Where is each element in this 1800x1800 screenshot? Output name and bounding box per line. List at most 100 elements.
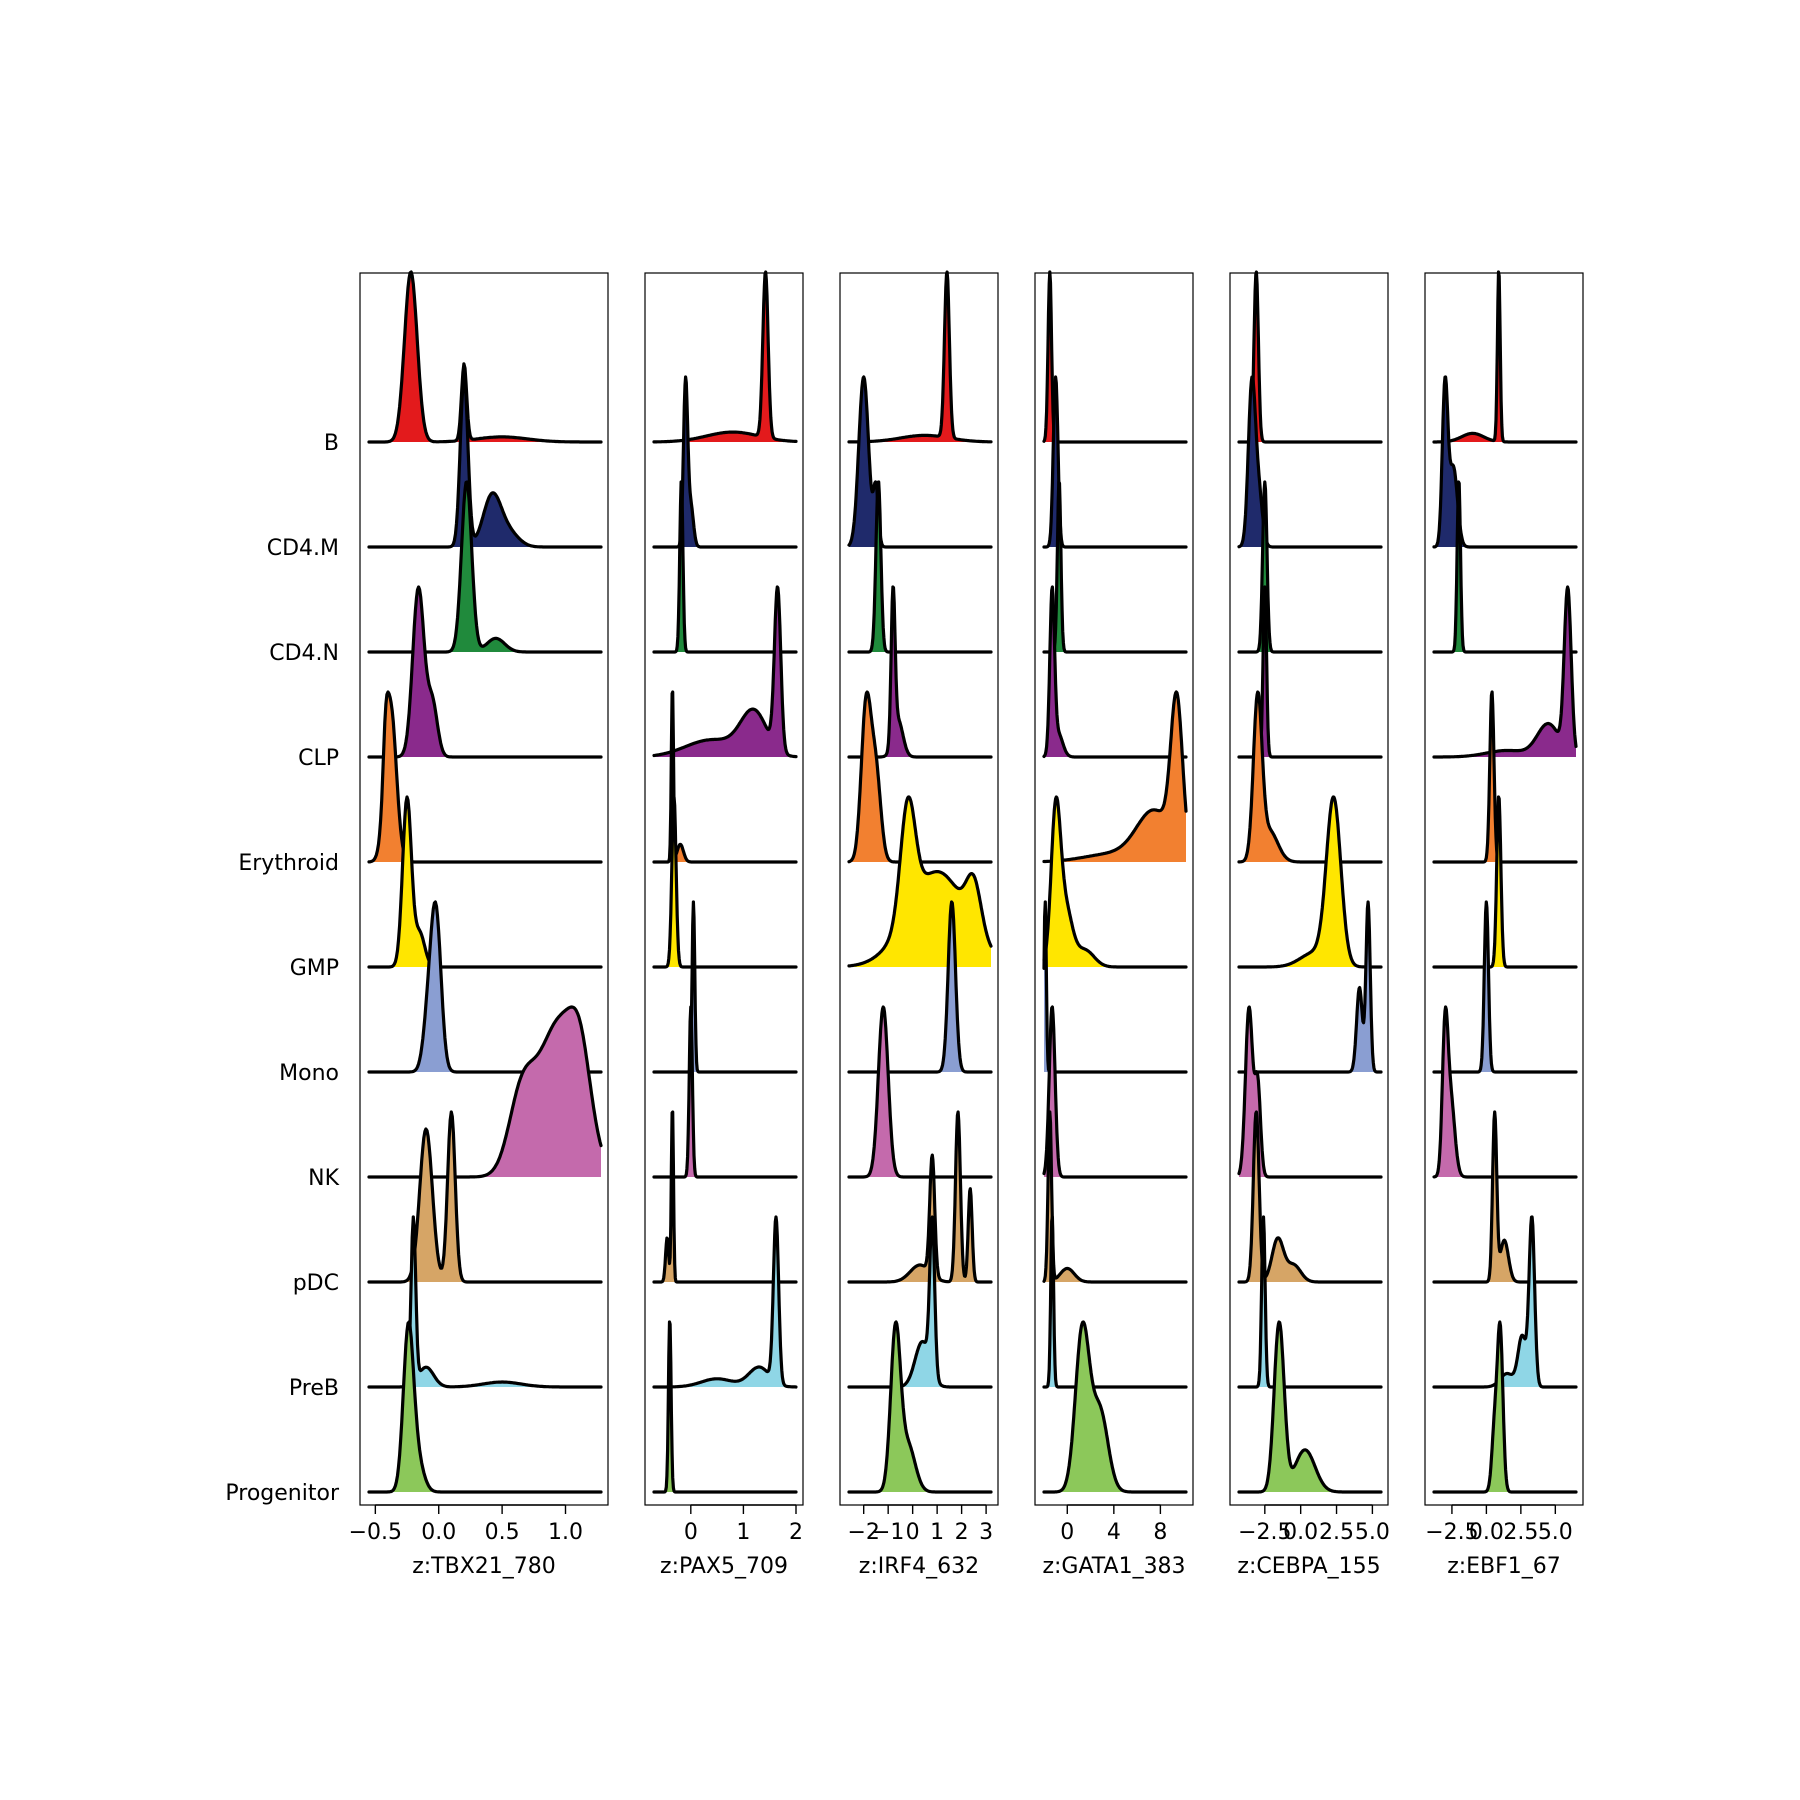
ridge-line-cd4-n (1237, 480, 1383, 654)
ridge-fill-erythroid (1044, 692, 1186, 862)
ridge-line-nk (652, 1005, 798, 1179)
ridge-fill-preb (849, 1217, 991, 1387)
ridge-fill-b (1434, 272, 1576, 442)
panel-5: −2.50.0 2.5 5.0 z:CEBPA_155 (1229, 270, 1390, 1579)
ridge-fill-mono (1239, 902, 1381, 1072)
ridge-line-b (847, 270, 993, 444)
panel-frame (359, 272, 609, 1506)
x-tick-label: 1 (930, 1520, 944, 1545)
ridge-line-gmp (1432, 795, 1578, 969)
x-axis-label: z:EBF1_67 (1447, 1554, 1561, 1579)
ridge-line-gmp (847, 795, 993, 968)
x-tick-label: 2 (789, 1520, 803, 1545)
row-label-progenitor: Progenitor (225, 1481, 340, 1506)
row-label-clp: CLP (298, 746, 339, 771)
ridge-line-mono (847, 900, 993, 1074)
ridge-line-clp (652, 585, 798, 759)
ridge-fill-progenitor (1239, 1322, 1381, 1492)
ridge-line-clp (1042, 585, 1188, 759)
x-tick-label: −2.5 (1238, 1520, 1291, 1545)
row-label-nk: NK (308, 1166, 339, 1191)
ridge-line-b (1432, 270, 1578, 444)
x-tick-label: −0.5 (349, 1520, 402, 1545)
panel-6: −2.50.0 2.5 5.0 z:EBF1_67 (1424, 270, 1584, 1579)
x-tick-label: 1.0 (548, 1520, 583, 1545)
ridge-fill-pdc (1044, 1112, 1186, 1282)
ridge-line-gmp (367, 795, 603, 969)
x-tick-label: 3 (979, 1520, 993, 1545)
ridge-line-clp (1237, 585, 1383, 759)
x-tick-label: 5.0 (1538, 1520, 1573, 1545)
ridge-line-nk (367, 1005, 603, 1179)
ridge-line-preb (1237, 1215, 1383, 1389)
ridge-line-progenitor (652, 1320, 798, 1494)
ridge-line-cd4-m (847, 375, 993, 549)
ridge-line-clp (1432, 585, 1578, 759)
ridge-line-cd4-n (847, 480, 993, 654)
ridge-fill-b (654, 272, 796, 442)
x-axis-label: z:PAX5_709 (660, 1554, 788, 1579)
ridge-fill-pdc (654, 1112, 796, 1282)
ridge-line-progenitor (367, 1320, 603, 1494)
ridge-line-progenitor (1237, 1320, 1383, 1494)
ridge-line-mono (652, 900, 798, 1074)
ridge-fill-clp (1044, 587, 1186, 757)
ridge-fill-clp (1434, 587, 1576, 757)
x-tick-label: 0 (684, 1520, 698, 1545)
ridge-line-pdc (1042, 1110, 1188, 1284)
ridge-fill-cd4-n (849, 482, 991, 652)
row-label-preb: PreB (289, 1376, 339, 1401)
ridge-fill-nk (369, 1007, 601, 1177)
ridge-line-b (367, 270, 603, 444)
ridge-fill-progenitor (1044, 1322, 1186, 1492)
ridge-line-cd4-n (652, 480, 798, 654)
ridge-line-gmp (1042, 795, 1188, 969)
x-tick-label: 0.0 (1283, 1520, 1318, 1545)
ridge-line-cd4-n (1042, 480, 1188, 654)
ridge-line-b (1042, 270, 1188, 444)
ridge-fill-b (1044, 272, 1186, 442)
ridge-line-cd4-n (367, 480, 603, 654)
panel-1: −0.5 0.0 0.5 1.0 z:TBX21_780 (349, 270, 609, 1579)
ridge-line-mono (1042, 900, 1188, 1074)
ridge-fill-preb (1044, 1217, 1186, 1387)
x-tick-label: 1 (736, 1520, 750, 1545)
ridge-fill-clp (654, 587, 796, 757)
ridge-line-pdc (367, 1110, 603, 1284)
ridge-line-gmp (652, 795, 798, 969)
x-tick-label: 0.0 (421, 1520, 456, 1545)
x-tick-label: 0.0 (1469, 1520, 1504, 1545)
x-tick-label: 0 (906, 1520, 920, 1545)
ridge-line-progenitor (1042, 1320, 1188, 1494)
ridge-fill-pdc (369, 1112, 601, 1282)
ridge-line-erythroid (652, 690, 798, 864)
panel-4: 0 4 8 z:GATA1_383 (1034, 270, 1194, 1579)
ridge-fill-pdc (1434, 1112, 1576, 1282)
ridge-line-erythroid (1042, 690, 1188, 864)
ridge-line-preb (1042, 1215, 1188, 1389)
ridge-fill-pdc (1239, 1112, 1381, 1282)
ridge-line-mono (1432, 900, 1578, 1074)
ridge-fill-erythroid (1239, 692, 1381, 862)
x-tick-label: 2.5 (1319, 1520, 1354, 1545)
ridge-fill-cd4-m (1434, 377, 1576, 547)
ridge-fill-cd4-n (1044, 482, 1186, 652)
ridge-fill-cd4-m (654, 377, 796, 547)
x-tick-label: 2 (955, 1520, 969, 1545)
ridge-line-b (1237, 270, 1383, 444)
ridge-fill-cd4-m (1044, 377, 1186, 547)
ridge-fill-erythroid (369, 692, 601, 862)
ridge-line-progenitor (847, 1320, 993, 1494)
row-labels: B CD4.M CD4.N CLP Erythroid GMP Mono NK pDC PreB P… (225, 431, 340, 1506)
row-label-cd4-m: CD4.M (267, 536, 339, 561)
ridge-line-pdc (847, 1110, 993, 1284)
ridge-line-preb (652, 1215, 798, 1389)
row-label-mono: Mono (279, 1061, 339, 1086)
ridge-line-nk (1237, 1005, 1383, 1179)
ridge-line-cd4-m (1042, 375, 1188, 549)
ridge-fill-mono (369, 902, 601, 1072)
ridge-fill-nk (849, 1007, 991, 1177)
ridge-line-cd4-n (1432, 480, 1578, 654)
